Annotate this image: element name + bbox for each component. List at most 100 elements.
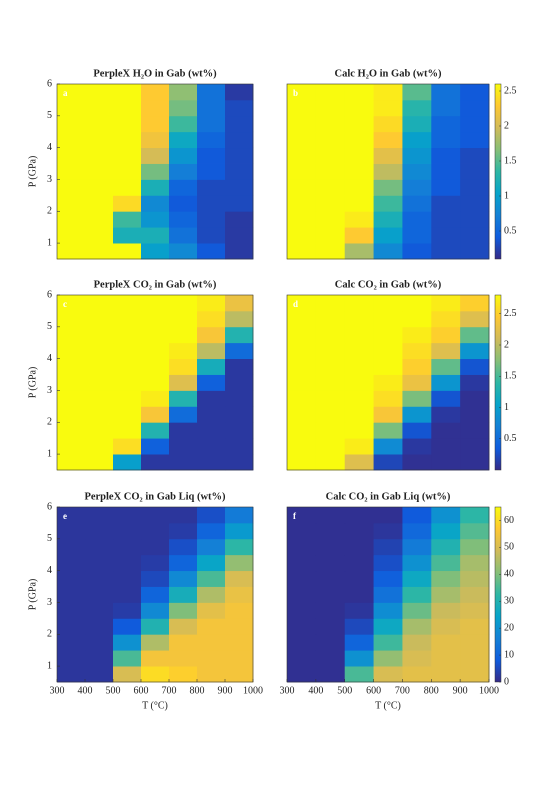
- heat-cell: [460, 570, 490, 587]
- heat-cell: [460, 422, 490, 439]
- heat-cell: [402, 99, 432, 117]
- heat-cell: [113, 243, 142, 260]
- heat-cell: [287, 342, 317, 360]
- heat-cell: [225, 99, 254, 117]
- colorbar-tick-label: 0.5: [504, 433, 517, 444]
- heat-cell: [373, 422, 403, 439]
- heat-cell: [460, 507, 490, 524]
- heat-cell: [113, 538, 142, 556]
- heat-cell: [141, 570, 170, 587]
- heat-cell: [431, 538, 461, 556]
- heat-cell: [225, 211, 254, 228]
- heat-cell: [141, 454, 170, 471]
- heat-cell: [225, 227, 254, 244]
- heat-cell: [85, 342, 114, 360]
- heat-cell: [57, 131, 86, 149]
- heat-cell: [141, 358, 170, 375]
- heat-cell: [344, 650, 374, 667]
- y-tick-label: 3: [47, 174, 52, 185]
- colorbar: [494, 506, 502, 683]
- heat-cell: [141, 342, 170, 360]
- heat-cell: [85, 326, 114, 344]
- heat-cell: [169, 634, 198, 651]
- x-tick-label: 900: [453, 685, 468, 696]
- heat-cell: [315, 358, 346, 375]
- heat-cell: [431, 507, 461, 524]
- heat-cell: [287, 147, 317, 164]
- heat-cell: [113, 634, 142, 651]
- heat-cell: [287, 666, 317, 683]
- heat-cell: [431, 115, 461, 133]
- heat-cell: [85, 179, 114, 196]
- colorbar-tick-label: 60: [504, 515, 514, 526]
- heat-cell: [197, 522, 226, 540]
- heat-cell: [373, 570, 403, 587]
- heat-cell: [373, 310, 403, 328]
- heat-cell: [113, 195, 142, 212]
- heat-cell: [225, 507, 254, 524]
- heat-cell: [113, 131, 142, 149]
- heat-cell: [169, 115, 198, 133]
- heat-cell: [197, 147, 226, 164]
- heat-cell: [197, 570, 226, 587]
- heat-cell: [113, 84, 142, 101]
- heat-cell: [344, 227, 374, 244]
- heat-cell: [344, 507, 374, 524]
- heat-cell: [460, 310, 490, 328]
- heat-cell: [85, 602, 114, 619]
- heat-cell: [113, 666, 142, 683]
- heat-cell: [57, 115, 86, 133]
- heat-cell: [169, 618, 198, 635]
- colorbar: [494, 294, 502, 471]
- heat-cell: [431, 342, 461, 360]
- heat-cell: [373, 666, 403, 683]
- heat-cell: [431, 522, 461, 540]
- heat-cell: [287, 438, 317, 455]
- heat-cell: [460, 538, 490, 556]
- heat-cell: [373, 163, 403, 180]
- heat-cell: [85, 554, 114, 572]
- heat-cell: [315, 99, 346, 117]
- heat-cell: [344, 538, 374, 556]
- heat-cell: [431, 570, 461, 587]
- heat-cell: [57, 99, 86, 117]
- heat-cell: [373, 131, 403, 149]
- heat-cell: [225, 650, 254, 667]
- heat-cell: [287, 570, 317, 587]
- x-tick-label: 400: [78, 685, 93, 696]
- heat-cell: [113, 650, 142, 667]
- colorbar: [494, 83, 502, 260]
- heat-cell: [344, 326, 374, 344]
- heat-cell: [431, 438, 461, 455]
- heat-cell: [315, 195, 346, 212]
- x-tick-label: 700: [395, 685, 410, 696]
- heat-cell: [57, 454, 86, 471]
- heat-cell: [141, 243, 170, 260]
- heat-cell: [315, 586, 346, 603]
- heat-cell: [85, 507, 114, 524]
- axes-box: [56, 506, 254, 683]
- colorbar-tick-label: 1.5: [504, 371, 517, 382]
- heat-cell: [113, 554, 142, 572]
- heat-cell: [402, 602, 432, 619]
- heat-cell: [85, 243, 114, 260]
- colorbar-tick-label: 1.5: [504, 155, 517, 166]
- y-tick-label: 2: [47, 206, 52, 217]
- heat-cell: [169, 454, 198, 471]
- heat-cell: [57, 326, 86, 344]
- heat-cell: [287, 99, 317, 117]
- heat-cell: [373, 211, 403, 228]
- heat-cell: [373, 99, 403, 117]
- heat-cell: [113, 115, 142, 133]
- axes-box: [286, 506, 490, 683]
- heat-cell: [57, 243, 86, 260]
- heat-cell: [169, 326, 198, 344]
- heat-cell: [344, 211, 374, 228]
- heat-cell: [197, 358, 226, 375]
- heat-cell: [85, 586, 114, 603]
- heat-cell: [85, 310, 114, 328]
- heat-cell: [141, 295, 170, 312]
- chart-title: Calc CO₂ in Gab Liq (wt%): [326, 491, 451, 502]
- heat-cell: [460, 99, 490, 117]
- heat-cell: [402, 115, 432, 133]
